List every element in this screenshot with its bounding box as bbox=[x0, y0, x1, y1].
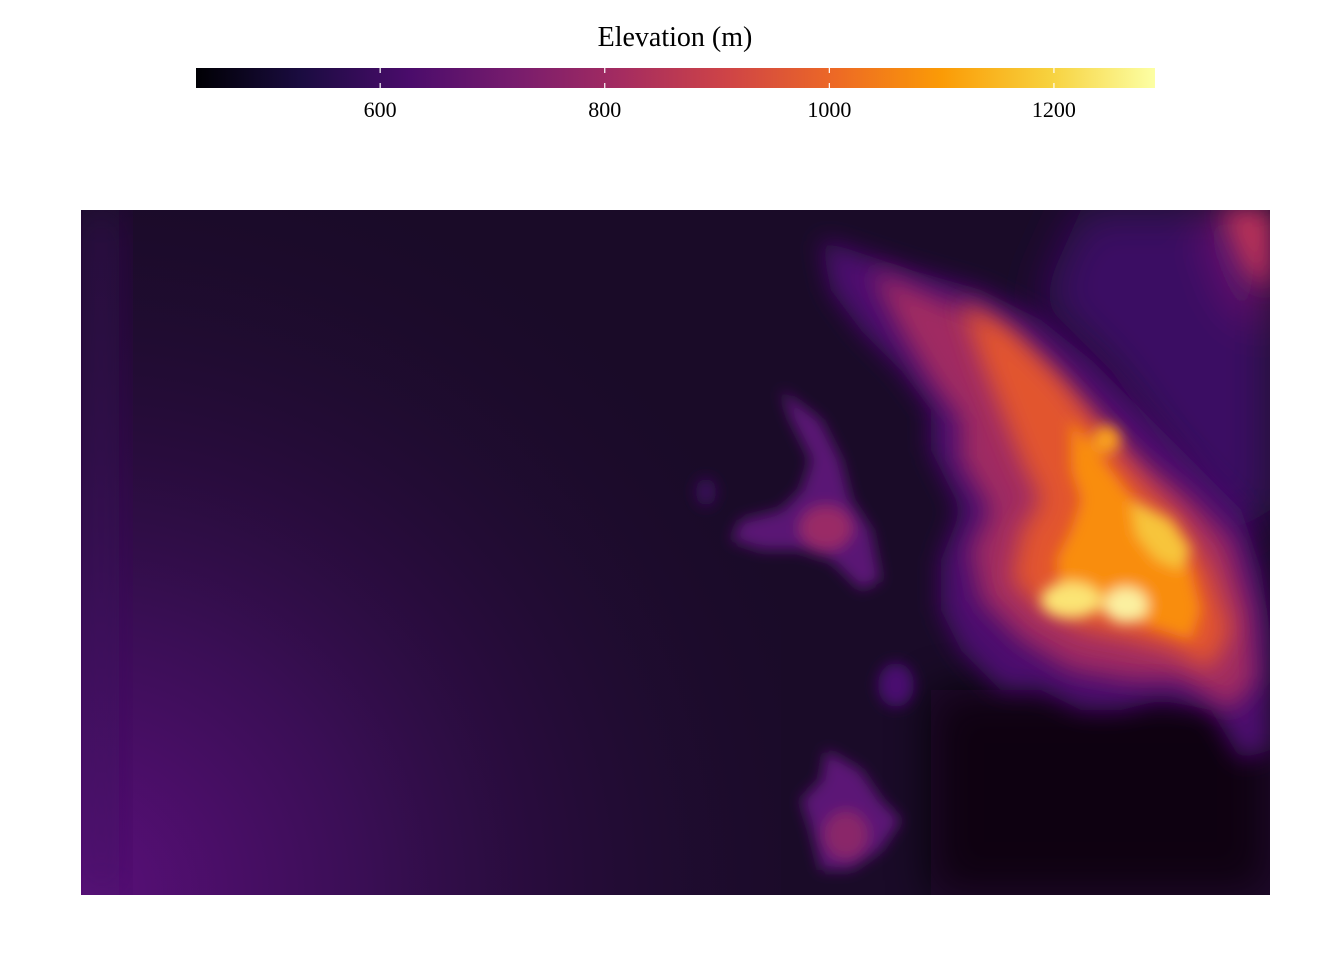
colorbar-tick-label: 600 bbox=[363, 97, 397, 122]
central-massif bbox=[1041, 420, 1201, 640]
western-slope bbox=[81, 210, 781, 895]
colorbar-tick-label: 800 bbox=[588, 97, 622, 122]
elevation-map bbox=[81, 210, 1270, 895]
isolated-hill-center bbox=[696, 390, 881, 590]
isolated-hill-south bbox=[801, 663, 914, 870]
colorbar-tick-label: 1200 bbox=[1031, 97, 1076, 122]
legend-title: Elevation (m) bbox=[597, 22, 753, 53]
colorbar-tick-label: 1000 bbox=[807, 97, 852, 122]
colorbar bbox=[196, 68, 1155, 88]
southeast-lowland bbox=[931, 690, 1270, 895]
colorbar-gradient bbox=[196, 68, 1155, 88]
